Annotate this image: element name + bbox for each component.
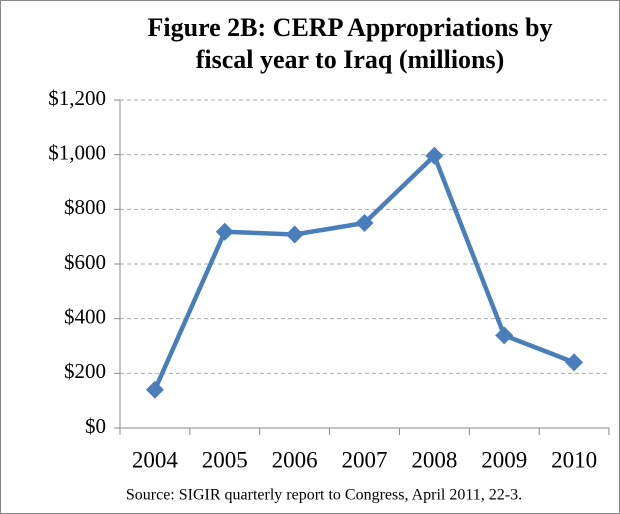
- x-tick-label: 2006: [272, 447, 318, 472]
- data-point: [355, 214, 374, 232]
- y-tick-label: $0: [85, 414, 106, 438]
- data-point: [145, 380, 164, 399]
- y-tick-label: $600: [64, 250, 106, 274]
- y-tick-label: $400: [64, 304, 106, 328]
- y-tick-label: $1,000: [48, 140, 106, 164]
- x-tick-label: 2009: [481, 447, 527, 472]
- y-tick-label: $200: [64, 359, 106, 383]
- x-tick-label: 2005: [202, 447, 248, 472]
- source-note: Source: SIGIR quarterly report to Congre…: [126, 487, 522, 504]
- data-point: [495, 326, 514, 345]
- x-tick-label: 2007: [342, 447, 388, 472]
- chart-title: Figure 2B: CERP Appropriations by: [148, 13, 553, 42]
- data-point: [425, 146, 444, 165]
- x-tick-label: 2010: [551, 447, 597, 472]
- y-tick-label: $800: [64, 195, 106, 219]
- x-tick-label: 2004: [132, 447, 179, 472]
- data-point: [565, 353, 584, 372]
- x-tick-label: 2008: [411, 447, 457, 472]
- data-point: [215, 222, 234, 241]
- chart-title: fiscal year to Iraq (millions): [196, 45, 505, 74]
- data-point: [285, 225, 304, 244]
- y-tick-label: $1,200: [48, 86, 106, 110]
